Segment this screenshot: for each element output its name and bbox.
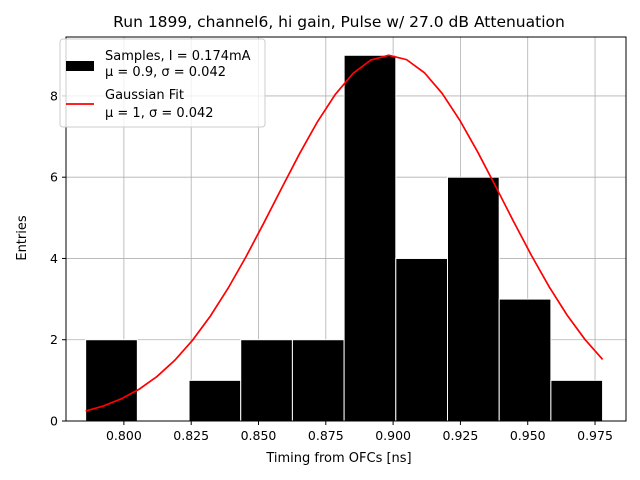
histogram-bar bbox=[395, 257, 448, 422]
histogram-bar bbox=[188, 379, 242, 422]
histogram-bar bbox=[343, 54, 397, 422]
x-tick-label: 0.975 bbox=[577, 428, 613, 443]
y-tick-label: 2 bbox=[50, 332, 58, 347]
legend: Samples, I = 0.174mA μ = 0.9, σ = 0.042 … bbox=[59, 38, 266, 128]
x-tick-label: 0.925 bbox=[443, 428, 479, 443]
x-tick-label: 0.850 bbox=[241, 428, 277, 443]
histogram-bars bbox=[85, 54, 604, 422]
legend-fit-label: Gaussian Fit bbox=[105, 88, 184, 103]
chart-title: Run 1899, channel6, hi gain, Pulse w/ 27… bbox=[113, 13, 565, 31]
legend-histogram-label: Samples, I = 0.174mA bbox=[105, 49, 251, 64]
histogram-bar bbox=[550, 379, 604, 422]
gaussian-fit-line bbox=[85, 54, 604, 412]
y-tick-label: 4 bbox=[50, 251, 58, 266]
histogram-bar bbox=[291, 339, 345, 422]
x-tick-label: 0.950 bbox=[510, 428, 546, 443]
x-tick-label: 0.825 bbox=[173, 428, 209, 443]
histogram-bar bbox=[447, 176, 500, 422]
gaussian-fit bbox=[85, 54, 604, 412]
legend-histogram-swatch bbox=[66, 61, 94, 71]
histogram-bar bbox=[240, 339, 293, 422]
x-tick-label: 0.800 bbox=[106, 428, 142, 443]
legend-histogram-stats: μ = 0.9, σ = 0.042 bbox=[105, 65, 226, 80]
y-tick-label: 8 bbox=[50, 88, 58, 103]
legend-fit-stats: μ = 1, σ = 0.042 bbox=[105, 106, 214, 121]
histogram-bar bbox=[498, 298, 552, 422]
x-tick-label: 0.875 bbox=[308, 428, 344, 443]
y-tick-label: 6 bbox=[50, 170, 58, 185]
y-axis-title: Entries bbox=[15, 215, 30, 261]
axes-frame bbox=[65, 36, 627, 422]
x-tick-label: 0.900 bbox=[375, 428, 411, 443]
legend-box bbox=[59, 38, 266, 128]
y-tick-label: 0 bbox=[50, 414, 58, 429]
x-axis-title: Timing from OFCs [ns] bbox=[265, 451, 411, 466]
axis-ticks: 0.800 0.825 0.850 0.875 0.900 0.925 0.950 0.975… bbox=[50, 88, 613, 443]
